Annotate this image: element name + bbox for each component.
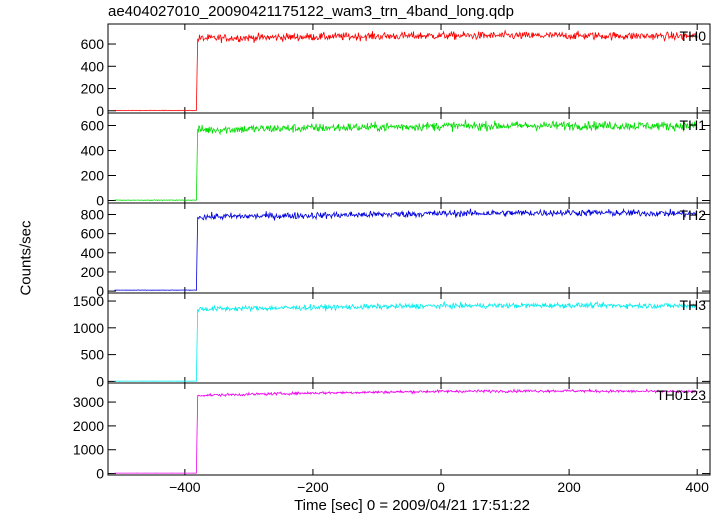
x-tick-label: −200 <box>297 479 329 495</box>
y-tick-label: 1000 <box>73 320 104 336</box>
series-line-th3 <box>114 300 698 382</box>
panel-label-th0123: TH0123 <box>656 387 706 403</box>
y-tick-label: 200 <box>81 168 105 184</box>
y-tick-label: 0 <box>96 283 104 299</box>
y-tick-label: 0 <box>96 193 104 209</box>
y-tick-label: 200 <box>81 264 105 280</box>
panel-frame-th2 <box>107 202 711 294</box>
y-tick-label: 1000 <box>73 442 104 458</box>
y-tick-label: 1500 <box>73 293 104 309</box>
panel-label-th3: TH3 <box>680 297 707 313</box>
y-tick-label: 800 <box>81 206 105 222</box>
x-tick-label: 400 <box>686 479 710 495</box>
y-tick-label: 3000 <box>73 394 104 410</box>
y-tick-label: 400 <box>81 143 105 159</box>
y-tick-label: 400 <box>81 245 105 261</box>
y-tick-label: 0 <box>96 466 104 482</box>
y-tick-label: 500 <box>81 347 105 363</box>
chart-title: ae404027010_20090421175122_wam3_trn_4ban… <box>108 3 514 20</box>
y-tick-label: 0 <box>96 103 104 119</box>
y-tick-label: 400 <box>81 58 105 74</box>
series-line-th1 <box>114 119 698 201</box>
x-tick-label: 200 <box>557 479 581 495</box>
panel-frame-th1 <box>107 112 711 204</box>
y-tick-label: 2000 <box>73 418 104 434</box>
x-axis-label: Time [sec] 0 = 2009/04/21 17:51:22 <box>294 497 530 514</box>
y-tick-label: 600 <box>81 118 105 134</box>
y-tick-label: 0 <box>96 373 104 389</box>
series-line-th2 <box>114 207 698 291</box>
panel-label-th2: TH2 <box>680 207 707 223</box>
y-tick-label: 600 <box>81 36 105 52</box>
series-line-th0 <box>114 29 698 112</box>
y-tick-label: 200 <box>81 81 105 97</box>
y-tick-label: 600 <box>81 226 105 242</box>
panel-label-th0: TH0 <box>680 28 707 44</box>
x-tick-label: −400 <box>169 479 201 495</box>
x-tick-label: 0 <box>437 479 445 495</box>
series-line-th0123 <box>114 388 698 474</box>
panel-frame-th0123 <box>107 382 711 476</box>
panel-label-th1: TH1 <box>680 117 707 133</box>
